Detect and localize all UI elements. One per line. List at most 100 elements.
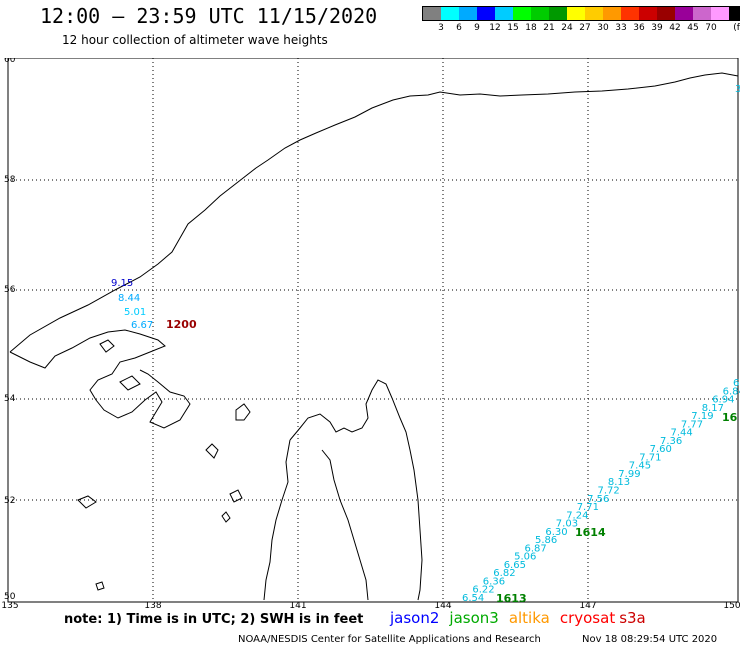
latitude-labels: 60 58 56 54 52 50 (4, 58, 16, 602)
swh-label: 7.60 (650, 444, 672, 455)
lat-label: 58 (4, 175, 16, 185)
swh-label: 8.44 (118, 293, 140, 304)
swh-label: 8.17 (702, 403, 724, 414)
legend-value: 36 (633, 23, 645, 33)
legend-swatch (531, 7, 549, 20)
legend-swatch (693, 7, 711, 20)
swh-label: 7.56 (587, 494, 609, 505)
lat-label: 60 (4, 58, 16, 65)
map-gridlines (8, 58, 738, 602)
swh-label: 6.30 (545, 527, 567, 538)
swh-label: 6.54 (462, 593, 484, 604)
swh-label: 5.86 (535, 535, 557, 546)
legend-value: 15 (507, 23, 519, 33)
legend-value: 45 (687, 23, 699, 33)
legend-value: 30 (597, 23, 609, 33)
legend-value: 39 (651, 23, 663, 33)
legend-value: 42 (669, 23, 681, 33)
legend-swatch (441, 7, 459, 20)
legend-swatch (729, 7, 740, 20)
legend-value: 9 (474, 23, 480, 33)
coastline (9, 72, 739, 601)
legend-value: 24 (561, 23, 573, 33)
footer-timestamp: Nov 18 08:29:54 UTC 2020 (582, 634, 718, 645)
swh-label: 6.94 (712, 395, 734, 406)
legend-value: 6 (456, 23, 462, 33)
legend-swatch (513, 7, 531, 20)
pass-time-label: 1613 (496, 592, 527, 605)
swh-label: 7.72 (598, 486, 620, 497)
pass-time-label: 1614 (575, 526, 606, 539)
legend-swatch (621, 7, 639, 20)
map-subtitle: 12 hour collection of altimeter wave hei… (62, 33, 328, 47)
swh-label: 7.71 (577, 502, 599, 513)
legend-swatch (675, 7, 693, 20)
legend-swatch (711, 7, 729, 20)
lon-label: 144 (434, 601, 451, 608)
legend-swatch (657, 7, 675, 20)
swh-label: 7.19 (691, 411, 713, 422)
satellite-label: altika (508, 609, 550, 627)
swh-label: 8.13 (608, 477, 630, 488)
swh-label: 6.36 (483, 577, 505, 588)
satellite-label: jason2 (390, 609, 440, 627)
swh-label: 5.01 (124, 307, 146, 318)
pass-time-label: 16 (722, 411, 738, 424)
pass-time-label: 1200 (166, 318, 197, 331)
legend-swatch (567, 7, 585, 20)
map-title: 12:00 — 23:59 UTC 11/15/2020 (40, 4, 378, 28)
swh-label: 6.87 (525, 543, 547, 554)
swh-label: 7.45 (629, 461, 651, 472)
lon-label: 147 (579, 601, 596, 608)
legend-swatch (585, 7, 603, 20)
footer-credit: NOAA/NESDIS Center for Satellite Applica… (238, 634, 541, 645)
footer-note: note: 1) Time is in UTC; 2) SWH is in fe… (64, 612, 364, 627)
lat-label: 52 (4, 496, 15, 506)
satellite-label: s3a (619, 609, 646, 627)
swh-label: 6.65 (504, 560, 526, 571)
lon-label: 141 (289, 601, 306, 608)
legend-value: 70 (705, 23, 717, 33)
legend-value: 27 (579, 23, 591, 33)
legend-value: 21 (543, 23, 555, 33)
satellite-legend: jason2 jason3 altika cryosat s3a (390, 609, 656, 627)
swh-label: 7.36 (660, 436, 682, 447)
map-frame (7, 58, 739, 603)
lon-label: 135 (1, 601, 18, 608)
swh-label: 7.03 (556, 519, 578, 530)
legend-swatch (477, 7, 495, 20)
legend-unit: (ft) (733, 23, 740, 33)
swh-label: 5.06 (514, 552, 536, 563)
swh-label: 9.15 (111, 278, 133, 289)
lon-label: 150 (723, 601, 740, 608)
legend-value: 33 (615, 23, 627, 33)
swh-label: 6.22 (472, 585, 494, 596)
swh-label: 3 (735, 84, 740, 95)
legend-color-bar (422, 6, 740, 21)
legend-swatch (423, 7, 441, 20)
lat-label: 56 (4, 285, 16, 295)
legend-value: 3 (438, 23, 444, 33)
swh-label: 6.82 (493, 568, 515, 579)
legend-value: 12 (489, 23, 501, 33)
legend-value: 18 (525, 23, 537, 33)
longitude-labels: 135 138 141 144 147 150 (1, 601, 740, 608)
legend-swatch (549, 7, 567, 20)
swh-label: 7.99 (618, 469, 640, 480)
legend-swatch (495, 7, 513, 20)
satellite-label: jason3 (449, 609, 499, 627)
swh-label: 7.71 (639, 452, 661, 463)
altimeter-map: 60 58 56 54 52 50 135 138 141 144 147 15… (1, 58, 740, 608)
lat-label: 54 (4, 394, 16, 404)
swh-label: 7.24 (566, 510, 588, 521)
legend-swatch (639, 7, 657, 20)
swh-track-east: 6.546.226.366.826.655.066.875.866.307.03… (462, 378, 740, 604)
swh-label: 7.44 (671, 428, 693, 439)
legend-swatch (603, 7, 621, 20)
lat-label: 50 (4, 592, 16, 602)
swh-label: 6.84 (723, 386, 740, 397)
legend-swatch (459, 7, 477, 20)
swh-label: 6.8 (733, 378, 740, 389)
